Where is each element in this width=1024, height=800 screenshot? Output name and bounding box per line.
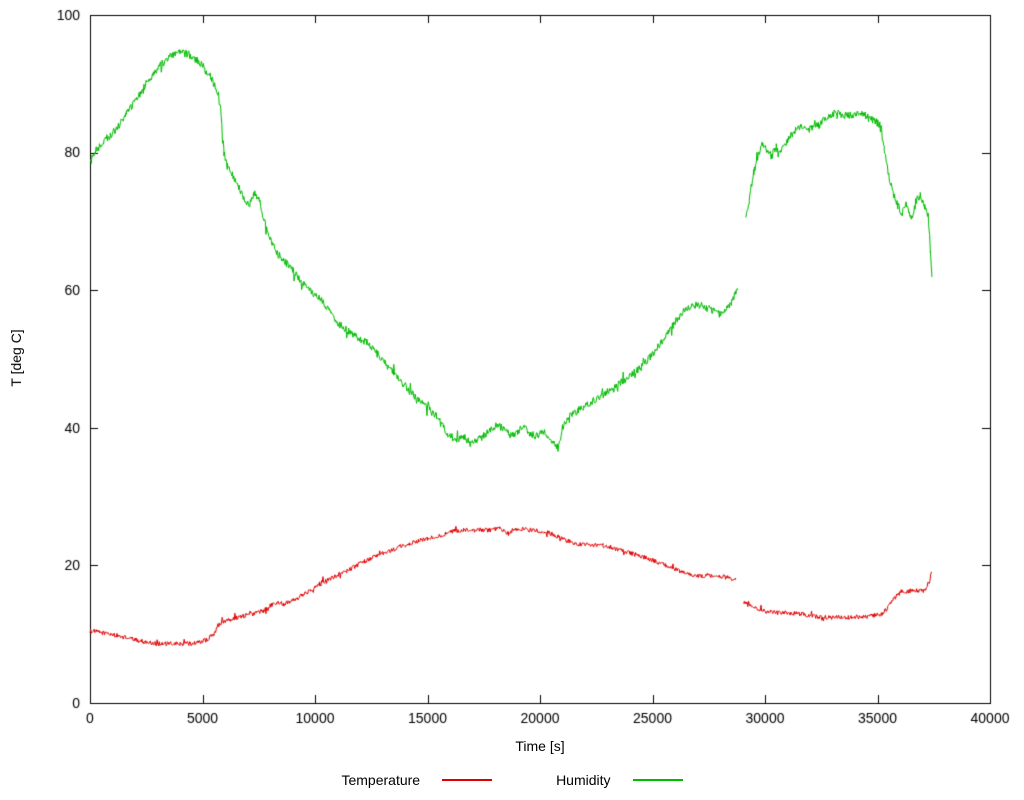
humidity-legend-line [632, 779, 683, 781]
temperature-legend-label: Temperature [341, 772, 421, 788]
x-axis-title: Time [s] [515, 738, 565, 754]
humidity-legend-label: Humidity [556, 772, 611, 788]
legend: Temperature Humidity [0, 772, 1024, 788]
legend-item-temperature: Temperature [341, 772, 493, 788]
temperature-legend-line [442, 779, 493, 781]
legend-item-humidity: Humidity [556, 772, 683, 788]
y-axis-title: T [deg C] [8, 329, 24, 387]
